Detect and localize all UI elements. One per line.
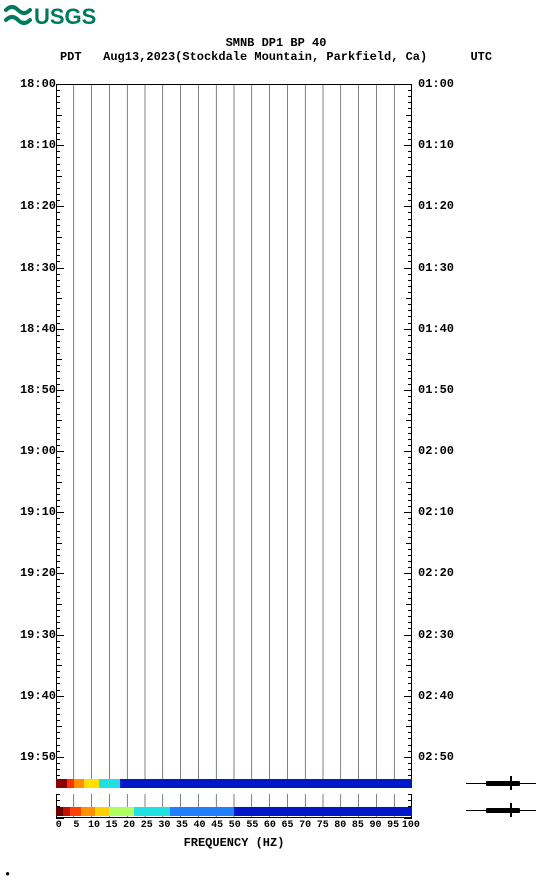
y-tick-label: 18:20: [16, 199, 56, 213]
x-tick-label: 100: [402, 820, 420, 836]
y-tick-label: 19:40: [16, 689, 56, 703]
y-tick-label: 02:40: [418, 689, 458, 703]
y-tick-label: 18:10: [16, 138, 56, 152]
side-waveform-mark: [466, 806, 536, 816]
x-tick-label: 90: [367, 820, 385, 836]
x-tick-label: 65: [279, 820, 297, 836]
x-tick-label: 30: [156, 820, 174, 836]
x-axis-title: FREQUENCY (HZ): [0, 836, 468, 850]
y-tick-label: 19:00: [16, 444, 56, 458]
y-tick-label: 18:30: [16, 261, 56, 275]
x-axis-labels: 0510152025303540455055606570758085909510…: [50, 820, 420, 836]
y-tick-label: 01:30: [418, 261, 458, 275]
usgs-logo-text: USGS: [34, 4, 96, 29]
x-tick-label: 60: [261, 820, 279, 836]
y-tick-label: 01:10: [418, 138, 458, 152]
x-tick-label: 5: [68, 820, 86, 836]
x-tick-label: 35: [173, 820, 191, 836]
x-tick-label: 45: [208, 820, 226, 836]
chart-title-line2: PDT Aug13,2023(Stockdale Mountain, Parkf…: [0, 50, 552, 64]
y-tick-label: 18:40: [16, 322, 56, 336]
x-tick-label: 10: [85, 820, 103, 836]
y-tick-label: 01:00: [418, 77, 458, 91]
side-waveform-mark: [466, 779, 536, 789]
y-tick-label: 02:30: [418, 628, 458, 642]
y-tick-label: 18:00: [16, 77, 56, 91]
y-tick-label: 02:20: [418, 566, 458, 580]
chart-title-line1: SMNB DP1 BP 40: [0, 36, 552, 50]
x-tick-label: 20: [120, 820, 138, 836]
x-tick-label: 0: [50, 820, 68, 836]
spectrogram-plot: [56, 84, 412, 818]
y-tick-label: 01:50: [418, 383, 458, 397]
y-tick-label: 19:10: [16, 505, 56, 519]
x-tick-label: 70: [296, 820, 314, 836]
chart-title-block: SMNB DP1 BP 40 PDT Aug13,2023(Stockdale …: [0, 36, 552, 64]
x-tick-label: 50: [226, 820, 244, 836]
y-tick-label: 19:50: [16, 750, 56, 764]
x-tick-label: 55: [244, 820, 262, 836]
y-tick-label: 02:50: [418, 750, 458, 764]
side-waveform-marks: [466, 84, 546, 818]
usgs-logo: USGS: [4, 2, 104, 34]
x-tick-label: 40: [191, 820, 209, 836]
spectrogram-data-bands: [56, 84, 412, 818]
x-tick-label: 15: [103, 820, 121, 836]
corner-mark: •: [4, 868, 11, 882]
y-tick-label: 02:00: [418, 444, 458, 458]
y-tick-label: 01:20: [418, 199, 458, 213]
y-tick-label: 01:40: [418, 322, 458, 336]
y-tick-label: 18:50: [16, 383, 56, 397]
y-tick-label: 02:10: [418, 505, 458, 519]
y-tick-label: 19:30: [16, 628, 56, 642]
x-tick-label: 25: [138, 820, 156, 836]
x-tick-label: 75: [314, 820, 332, 836]
x-tick-label: 80: [332, 820, 350, 836]
x-tick-label: 85: [349, 820, 367, 836]
y-axis-right-labels: 01:0001:1001:2001:3001:4001:5002:0002:10…: [418, 84, 458, 818]
y-axis-left-labels: 18:0018:1018:2018:3018:4018:5019:0019:10…: [16, 84, 56, 818]
x-tick-label: 95: [384, 820, 402, 836]
y-tick-label: 19:20: [16, 566, 56, 580]
